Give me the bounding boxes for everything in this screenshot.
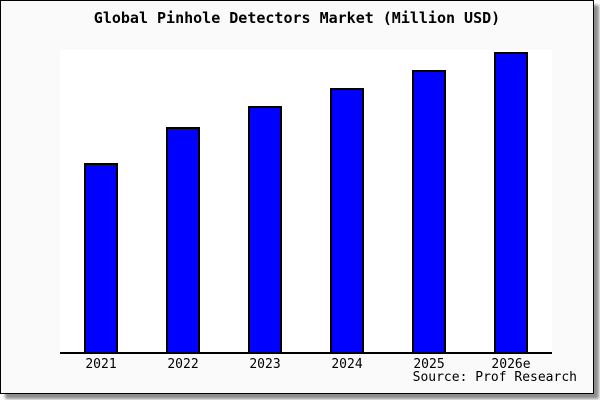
x-tick-2023: 2023 <box>249 357 281 372</box>
x-tick-2026e: 2026e <box>491 357 531 372</box>
bar-2024 <box>330 88 364 352</box>
x-tick-2022: 2022 <box>167 357 199 372</box>
chart-title: Global Pinhole Detectors Market (Million… <box>93 9 501 27</box>
bar-2022 <box>166 127 200 352</box>
bar-2026e <box>494 52 528 352</box>
x-tick-2025: 2025 <box>413 357 445 372</box>
plot-area <box>60 50 552 354</box>
bar-2021 <box>84 163 118 352</box>
x-tick-2024: 2024 <box>331 357 363 372</box>
x-tick-2021: 2021 <box>85 357 117 372</box>
bar-2023 <box>248 106 282 352</box>
chart-card: Global Pinhole Detectors Market (Million… <box>0 0 594 394</box>
bar-2025 <box>412 70 446 352</box>
source-note: Source: Prof Research <box>412 370 577 385</box>
